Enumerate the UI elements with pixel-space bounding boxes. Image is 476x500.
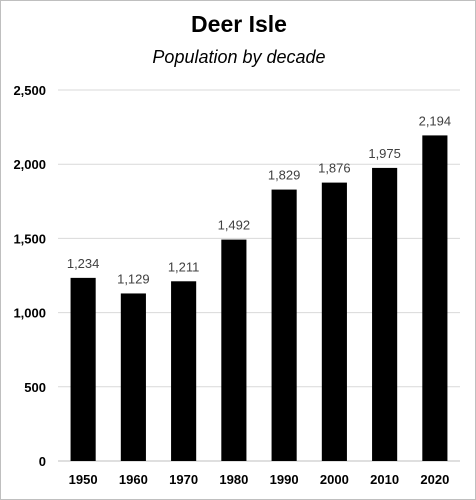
chart-title: Deer Isle xyxy=(191,11,287,37)
data-label: 1,975 xyxy=(368,146,401,161)
x-tick-label: 1950 xyxy=(69,472,98,487)
x-tick-label: 2010 xyxy=(370,472,399,487)
bar xyxy=(372,167,398,461)
data-label: 2,194 xyxy=(419,113,452,128)
data-label: 1,211 xyxy=(168,259,200,274)
bar xyxy=(321,182,347,461)
data-label: 1,492 xyxy=(218,218,251,233)
x-tick-label: 1990 xyxy=(270,472,299,487)
y-tick-label: 1,000 xyxy=(13,306,46,321)
bar xyxy=(70,277,96,461)
data-label: 1,829 xyxy=(268,168,301,183)
data-label: 1,876 xyxy=(318,161,351,176)
y-tick-label: 2,000 xyxy=(13,157,46,172)
x-tick-label: 2020 xyxy=(420,472,449,487)
x-tick-label: 1960 xyxy=(119,472,148,487)
data-label: 1,129 xyxy=(117,271,150,286)
y-tick-label: 1,500 xyxy=(13,231,46,246)
bar xyxy=(120,293,146,461)
x-tick-label: 1970 xyxy=(169,472,198,487)
data-label: 1,234 xyxy=(67,256,100,271)
y-tick-label: 500 xyxy=(24,380,46,395)
x-tick-label: 1980 xyxy=(219,472,248,487)
bar xyxy=(171,281,197,461)
chart-subtitle: Population by decade xyxy=(152,47,326,67)
bar xyxy=(422,135,448,461)
bar xyxy=(271,189,297,461)
y-tick-label: 0 xyxy=(39,454,46,469)
y-tick-label: 2,500 xyxy=(13,83,46,98)
bar xyxy=(221,239,247,461)
x-tick-label: 2000 xyxy=(320,472,349,487)
